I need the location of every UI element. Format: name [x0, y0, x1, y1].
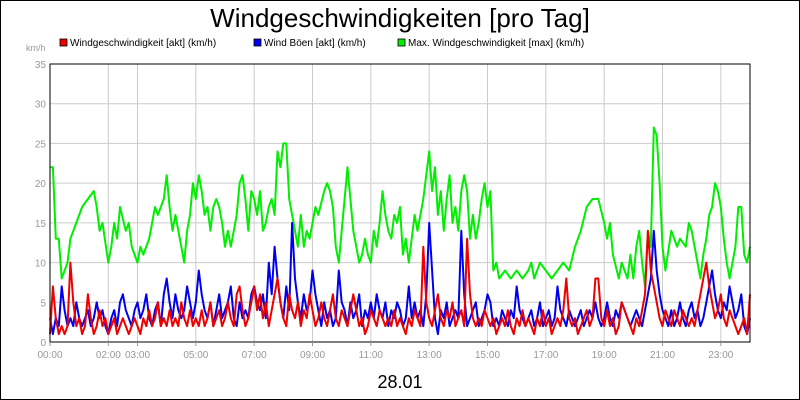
- x-tick-label: 21:00: [650, 350, 675, 361]
- x-tick-label: 03:00: [125, 350, 150, 361]
- y-tick-label: 0: [40, 338, 46, 349]
- y-tick-label: 5: [40, 298, 46, 309]
- series-line-2: [49, 229, 751, 336]
- x-tick-label: 11:00: [359, 350, 384, 361]
- legend: Windgeschwindigkeit [akt] (km/h) Wind Böe…: [59, 38, 584, 49]
- y-tick-label: 35: [35, 60, 47, 71]
- x-tick-label: 09:00: [300, 350, 325, 361]
- plot-border: [49, 63, 751, 343]
- x-tick-labels: 00:00 02:00 03:00 05:00 07:00 09:00 11:00 13:00…: [37, 342, 734, 361]
- x-tick-label: 13:00: [417, 350, 442, 361]
- series-line-1: [49, 221, 751, 336]
- y-tick-label: 10: [35, 259, 47, 270]
- y-tick-label: 15: [35, 219, 47, 230]
- x-tick-label: 17:00: [533, 350, 558, 361]
- y-tick-label: 25: [35, 139, 47, 150]
- legend-label: Wind Böen [akt] (km/h): [264, 38, 366, 49]
- y-tick-label: 30: [35, 100, 47, 111]
- y-axis-unit: km/h: [26, 43, 46, 53]
- legend-swatch: [253, 38, 262, 47]
- x-tick-label: 15:00: [475, 350, 500, 361]
- chart-title: Windgeschwindigkeiten [pro Tag]: [210, 3, 590, 33]
- legend-swatch: [59, 38, 68, 47]
- grid: [49, 63, 750, 343]
- legend-label: Windgeschwindigkeit [akt] (km/h): [70, 38, 216, 49]
- x-tick-label: 05:00: [183, 350, 208, 361]
- y-tick-label: 20: [35, 179, 47, 190]
- date-label: 28.01: [377, 372, 422, 392]
- y-tick-labels: 0 5 10 15 20 25 30 35: [35, 60, 47, 349]
- legend-swatch: [397, 38, 406, 47]
- x-tick-label: 23:00: [708, 350, 733, 361]
- series-lines: [49, 126, 751, 336]
- x-tick-label: 00:00: [37, 350, 62, 361]
- x-tick-label: 19:00: [592, 350, 617, 361]
- legend-label: Max. Windgeschwindigkeit [max] (km/h): [408, 38, 584, 49]
- x-tick-label: 07:00: [242, 350, 267, 361]
- x-tick-label: 02:00: [96, 350, 121, 361]
